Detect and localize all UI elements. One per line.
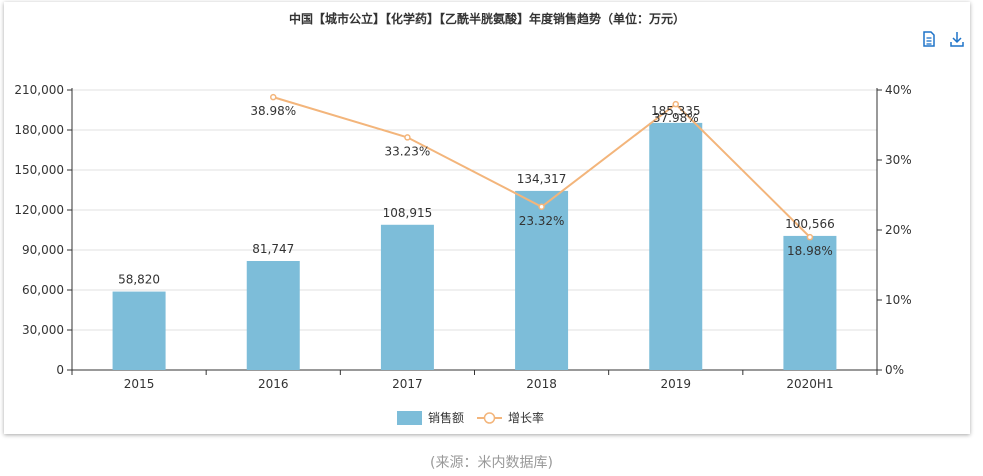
legend-line-marker — [483, 412, 496, 424]
x-tick-label: 2018 — [526, 377, 557, 391]
growth-point[interactable] — [806, 233, 814, 241]
right-tick-label: 0% — [885, 363, 904, 377]
source-note: (来源：米内数据库) — [430, 455, 553, 471]
chart-toolbox — [920, 30, 966, 48]
bar[interactable] — [112, 291, 166, 370]
bar[interactable] — [246, 261, 300, 370]
bar[interactable] — [515, 190, 569, 370]
bar-series — [112, 122, 837, 371]
right-tick-label: 30% — [885, 153, 912, 167]
growth-value-label: 37.98% — [653, 111, 699, 125]
growth-value-label: 18.98% — [787, 244, 833, 258]
bar[interactable] — [380, 224, 434, 370]
x-tick-label: 2015 — [124, 377, 155, 391]
left-tick-label: 0 — [56, 363, 64, 377]
left-tick-label: 150,000 — [14, 163, 64, 177]
bar[interactable] — [649, 122, 703, 371]
bar-value-label: 58,820 — [118, 273, 160, 287]
right-tick-label: 20% — [885, 223, 912, 237]
bar-value-label: 100,566 — [785, 217, 835, 231]
legend-bar-label[interactable]: 销售额 — [428, 410, 464, 425]
growth-value-label: 23.32% — [519, 214, 565, 228]
x-tick-label: 2017 — [392, 377, 423, 391]
x-tick-label: 2016 — [258, 377, 289, 391]
grid-lines — [72, 89, 877, 331]
axes: 0 30,000 60,000 90,000 120,000 150,000 180,000… — [14, 83, 911, 391]
data-view-icon[interactable] — [920, 30, 938, 48]
growth-point[interactable] — [538, 203, 545, 211]
left-tick-label: 90,000 — [22, 243, 64, 257]
download-icon[interactable] — [948, 30, 966, 48]
bar-value-label: 185,335 — [651, 104, 701, 118]
bar-value-label: 81,747 — [252, 242, 294, 256]
growth-point[interactable] — [404, 134, 411, 141]
legend-line-label[interactable]: 增长率 — [508, 410, 544, 425]
data-labels: 58,820 81,747 108,915 134,317 185,335 100,566… — [118, 104, 835, 287]
growth-value-label: 38.98% — [250, 104, 296, 118]
growth-point[interactable] — [672, 100, 679, 108]
left-tick-label: 30,000 — [22, 323, 64, 337]
growth-point[interactable] — [270, 93, 277, 101]
left-tick-label: 120,000 — [14, 203, 64, 217]
legend: 销售额 增长率 — [397, 410, 544, 425]
right-tick-label: 40% — [885, 83, 912, 97]
bar[interactable] — [783, 235, 837, 370]
left-tick-label: 210,000 — [14, 83, 64, 97]
combo-chart: 0 30,000 60,000 90,000 120,000 150,000 180,000… — [14, 83, 912, 425]
x-tick-label: 2019 — [660, 377, 691, 391]
bar-value-label: 108,915 — [383, 206, 433, 220]
legend-bar-swatch[interactable] — [397, 411, 422, 425]
chart-title: 中国【城市公立】【化学药】【乙酰半胱氨酸】年度销售趋势（单位：万元） — [288, 12, 685, 26]
right-tick-label: 10% — [885, 293, 912, 307]
left-tick-label: 60,000 — [22, 283, 64, 297]
x-tick-label: 2020H1 — [786, 377, 833, 391]
line-series — [270, 93, 814, 241]
left-tick-label: 180,000 — [14, 123, 64, 137]
bar-value-label: 134,317 — [517, 172, 567, 186]
chart-card: 中国【城市公立】【化学药】【乙酰半胱氨酸】年度销售趋势（单位：万元） 0 30,0… — [4, 2, 970, 434]
growth-value-label: 33.23% — [385, 144, 431, 158]
